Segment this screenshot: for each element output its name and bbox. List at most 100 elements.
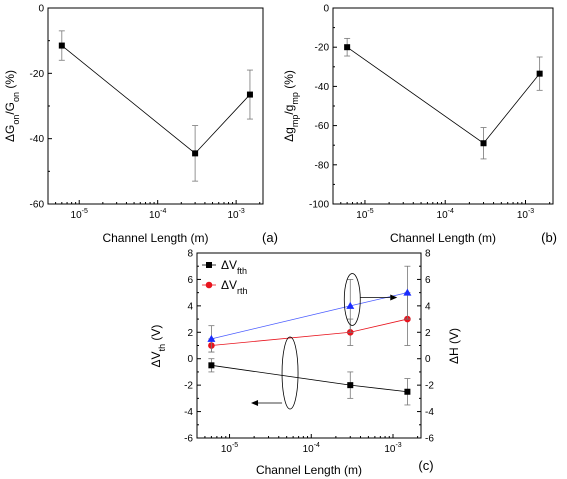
x-tick-exponent: -3 — [239, 208, 245, 215]
x-tick-exponent: -5 — [232, 442, 238, 449]
label-subscript: on — [11, 115, 21, 125]
x-tick-label: 10-4 — [437, 208, 454, 221]
x-tick-base: 10 — [384, 444, 396, 455]
y-tick-label: -2 — [184, 381, 193, 392]
label-text: Δg — [282, 127, 296, 142]
label-subscript: mp — [290, 92, 300, 105]
legend-label: ΔVrth — [221, 278, 248, 296]
label-text: (V) — [447, 328, 461, 347]
y-axis-label: Δgmp/gmp (%) — [282, 70, 300, 142]
x-tick-exponent: -3 — [528, 208, 534, 215]
x-tick-exponent: -3 — [395, 442, 401, 449]
x-tick-base: 10 — [221, 444, 233, 455]
panel-label: (c) — [418, 458, 433, 473]
label-text: (V) — [149, 325, 163, 344]
y2-tick-label: 4 — [425, 301, 431, 312]
x-tick-exponent: -4 — [448, 208, 454, 215]
data-point-triangle — [207, 334, 216, 342]
x-tick-exponent: -5 — [367, 208, 373, 215]
y-tick-label: -100 — [309, 200, 329, 211]
label-subscript: on — [11, 92, 21, 102]
y2-tick-label: -2 — [425, 381, 434, 392]
x-tick-exponent: -4 — [314, 442, 320, 449]
arrowhead-right — [390, 294, 398, 301]
y2-tick-label: 6 — [425, 275, 431, 286]
y2-tick-label: -4 — [425, 407, 434, 418]
x-tick-label: 10-4 — [303, 442, 320, 455]
annotation-ellipse-right — [343, 273, 361, 326]
data-point-square — [404, 388, 411, 395]
y2-axis-label: ΔH (V) — [447, 328, 461, 364]
x-tick-label: 10-3 — [227, 208, 244, 221]
x-tick-base: 10 — [356, 210, 368, 221]
legend-label: ΔVfth — [221, 258, 247, 276]
data-point-square — [536, 70, 543, 77]
x-axis-label: Channel Length (m) — [256, 463, 362, 477]
x-tick-base: 10 — [71, 210, 83, 221]
annotation-ellipse-left — [281, 336, 299, 410]
y2-tick-label: 2 — [425, 328, 431, 339]
data-point-square — [347, 382, 354, 389]
series-line — [211, 364, 408, 393]
x-tick-exponent: -4 — [160, 208, 166, 215]
y-tick-label: 0 — [187, 354, 193, 365]
y-tick-label: -40 — [315, 82, 330, 93]
legend-subscript: rth — [237, 286, 248, 296]
x-tick-base: 10 — [517, 210, 529, 221]
y-tick-label: 0 — [38, 4, 44, 15]
y-tick-label: 6 — [187, 275, 193, 286]
plot-frame-1 — [332, 7, 554, 205]
label-text: (%) — [282, 70, 296, 92]
x-tick-base: 10 — [437, 210, 449, 221]
data-point-triangle — [403, 288, 412, 296]
panel-label: (b) — [541, 230, 557, 245]
label-text: ΔV — [149, 351, 163, 367]
y2-tick-label: 0 — [425, 354, 431, 365]
x-tick-label: 10-5 — [221, 442, 238, 455]
label-text: (%) — [3, 70, 17, 92]
label-subscript: th — [157, 344, 167, 352]
label-text: ΔH — [447, 347, 461, 364]
data-point-square — [208, 362, 215, 369]
data-point-square — [246, 91, 253, 98]
x-tick-label: 10-5 — [71, 208, 88, 221]
legend-marker-circle — [205, 281, 213, 289]
legend-text: ΔV — [221, 278, 237, 292]
x-tick-base: 10 — [227, 210, 239, 221]
data-point-square — [58, 42, 65, 49]
y-tick-label: 8 — [187, 249, 193, 260]
y-tick-label: 2 — [187, 328, 193, 339]
data-point-square — [192, 150, 199, 157]
y-axis-label: ΔVth (V) — [149, 325, 167, 368]
y-tick-label: -60 — [315, 121, 330, 132]
x-tick-label: 10-5 — [356, 208, 373, 221]
series-line — [211, 292, 408, 340]
x-tick-exponent: -5 — [82, 208, 88, 215]
series-line — [346, 46, 540, 144]
y2-tick-label: -6 — [425, 434, 434, 445]
label-subscript: mp — [290, 115, 300, 128]
y-tick-label: -6 — [184, 434, 193, 445]
series-line — [61, 45, 251, 154]
x-axis-label: Channel Length (m) — [102, 231, 208, 245]
data-point-square — [480, 140, 487, 147]
data-point-triangle — [346, 301, 355, 309]
y-tick-label: -20 — [30, 69, 45, 80]
y2-tick-label: 8 — [425, 249, 431, 260]
y-tick-label: -80 — [315, 160, 330, 171]
x-tick-label: 10-4 — [149, 208, 166, 221]
legend-subscript: fth — [237, 266, 247, 276]
label-text: /G — [3, 102, 17, 115]
x-tick-base: 10 — [149, 210, 161, 221]
panel-label: (a) — [262, 230, 278, 245]
label-text: /g — [282, 105, 296, 115]
y-tick-label: -40 — [30, 134, 45, 145]
x-tick-label: 10-3 — [517, 208, 534, 221]
data-point-square — [344, 44, 351, 51]
plot-frame-0 — [47, 7, 264, 205]
label-text: ΔG — [3, 125, 17, 142]
legend-marker-square — [206, 262, 212, 268]
y-tick-label: -4 — [184, 407, 193, 418]
x-axis-label: Channel Length (m) — [390, 231, 496, 245]
